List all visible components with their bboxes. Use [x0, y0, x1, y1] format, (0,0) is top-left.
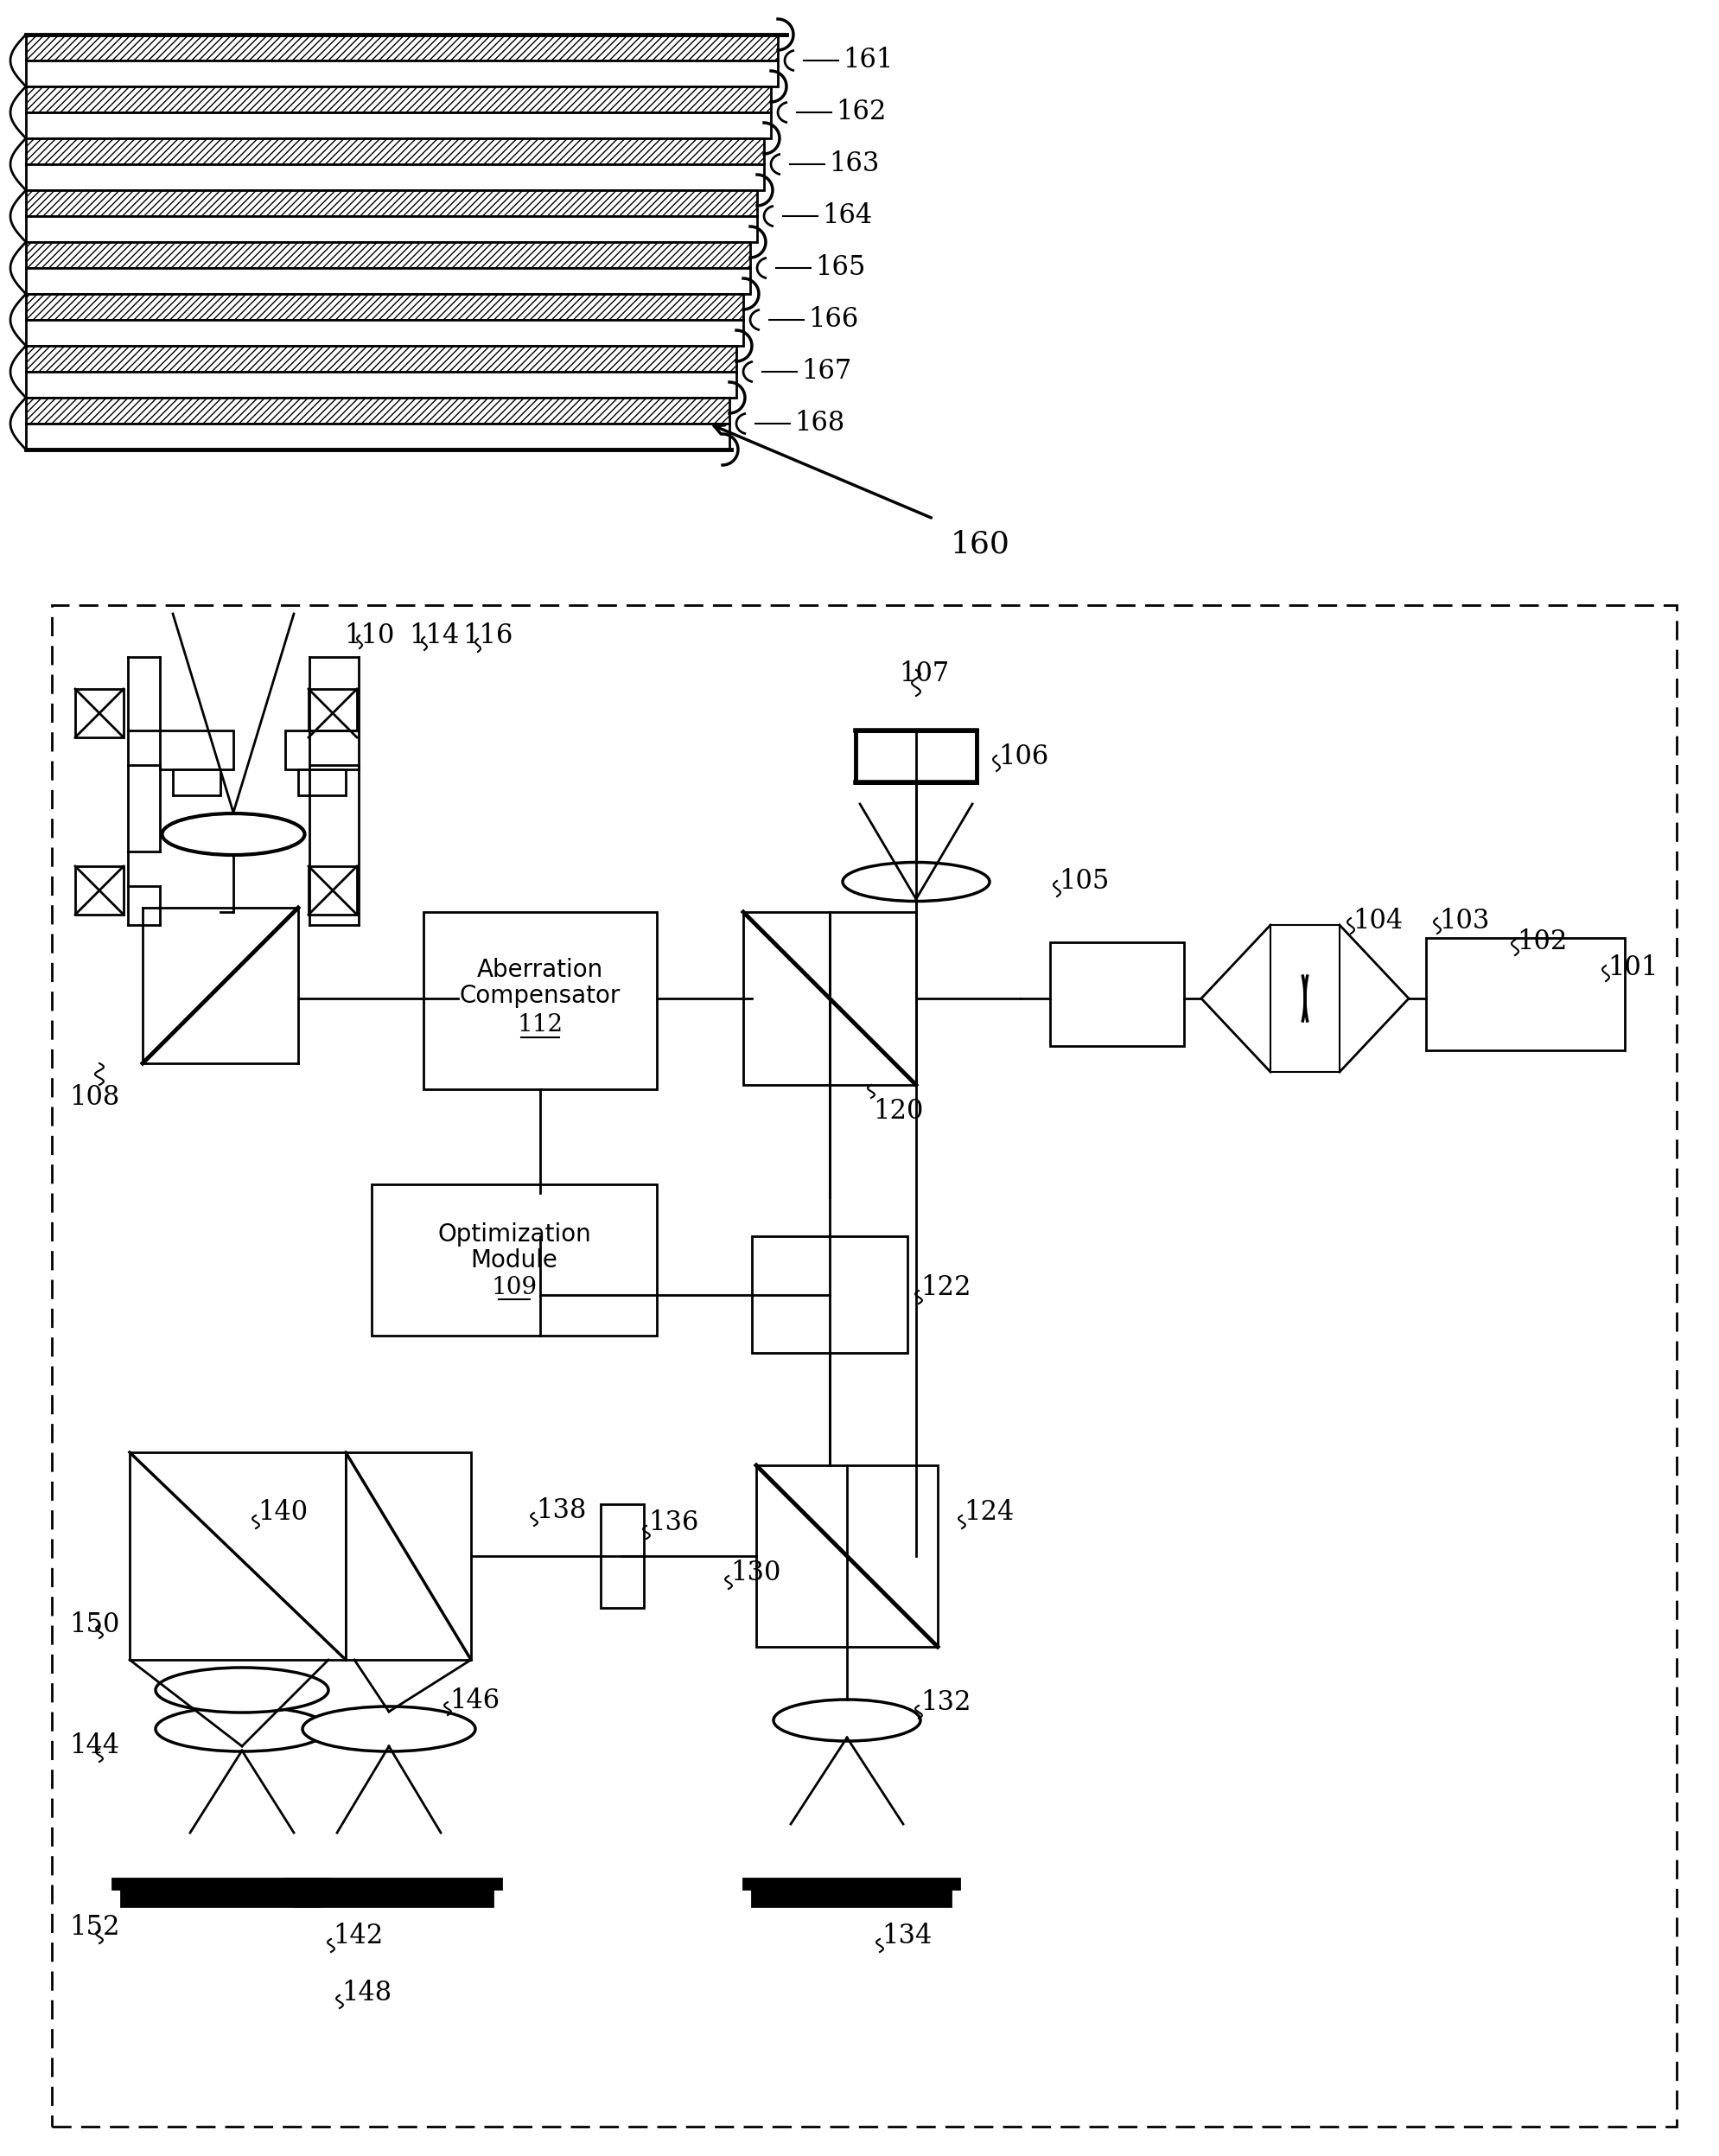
Text: 103: 103 — [1439, 908, 1489, 934]
Text: 105: 105 — [1059, 869, 1109, 895]
Bar — [856, 731, 976, 783]
Text: 106: 106 — [999, 744, 1049, 770]
Text: 160: 160 — [951, 530, 1011, 558]
Text: Compensator: Compensator — [459, 983, 621, 1009]
Ellipse shape — [774, 1699, 920, 1742]
Text: 148: 148 — [342, 1979, 392, 2005]
Polygon shape — [26, 371, 736, 397]
Bar — [1427, 938, 1624, 1050]
Text: 162: 162 — [835, 99, 887, 125]
Polygon shape — [26, 293, 743, 319]
Polygon shape — [26, 190, 756, 216]
Bar — [160, 731, 234, 770]
Bar — [600, 1505, 645, 1608]
Bar — [751, 1891, 951, 1906]
Polygon shape — [26, 216, 756, 241]
Polygon shape — [26, 86, 770, 112]
Text: 167: 167 — [801, 358, 851, 386]
Bar — [112, 1878, 328, 1889]
Polygon shape — [743, 912, 916, 1084]
Bar — [294, 1891, 493, 1906]
Ellipse shape — [155, 1705, 328, 1751]
Text: 114: 114 — [409, 621, 459, 649]
Text: 112: 112 — [517, 1013, 564, 1037]
Bar — [285, 1878, 502, 1889]
Text: 168: 168 — [794, 410, 844, 438]
Polygon shape — [26, 112, 770, 138]
Bar — [308, 867, 358, 914]
Text: 165: 165 — [815, 254, 865, 282]
Text: 122: 122 — [920, 1274, 971, 1302]
Text: 110: 110 — [344, 621, 394, 649]
Text: 138: 138 — [536, 1498, 586, 1524]
Text: 152: 152 — [69, 1915, 120, 1940]
Text: Optimization: Optimization — [437, 1222, 591, 1246]
Bar — [743, 1878, 959, 1889]
Text: 104: 104 — [1353, 908, 1403, 934]
Bar — [76, 867, 124, 914]
Polygon shape — [26, 267, 749, 293]
Bar — [1050, 942, 1184, 1046]
Text: 150: 150 — [69, 1613, 120, 1639]
Polygon shape — [129, 1453, 346, 1660]
Bar — [297, 770, 346, 796]
Bar — [423, 912, 657, 1089]
Ellipse shape — [155, 1667, 328, 1712]
Bar — [308, 690, 358, 737]
Text: 130: 130 — [731, 1561, 780, 1587]
Ellipse shape — [162, 813, 304, 856]
Polygon shape — [26, 397, 729, 423]
Bar — [120, 1891, 320, 1906]
Bar — [76, 690, 124, 737]
Text: 120: 120 — [873, 1097, 923, 1123]
Ellipse shape — [842, 862, 990, 901]
Polygon shape — [26, 34, 777, 60]
Text: Aberration: Aberration — [476, 957, 603, 983]
Polygon shape — [756, 1466, 939, 1647]
Polygon shape — [26, 164, 763, 190]
Text: 166: 166 — [808, 306, 858, 334]
Polygon shape — [26, 138, 763, 164]
Text: 116: 116 — [462, 621, 512, 649]
Bar — [371, 1184, 657, 1335]
Polygon shape — [346, 1453, 471, 1660]
Text: 164: 164 — [822, 203, 872, 229]
Text: 144: 144 — [69, 1733, 119, 1759]
Ellipse shape — [303, 1705, 476, 1751]
Bar — [751, 1235, 908, 1354]
Text: 107: 107 — [899, 662, 949, 688]
Text: 108: 108 — [69, 1084, 120, 1110]
Text: 136: 136 — [648, 1509, 698, 1537]
Text: 161: 161 — [842, 47, 894, 73]
Text: 163: 163 — [829, 151, 880, 177]
Polygon shape — [26, 60, 777, 86]
Bar — [174, 770, 220, 796]
Polygon shape — [26, 345, 736, 371]
Text: 102: 102 — [1516, 929, 1568, 955]
Text: Module: Module — [471, 1248, 559, 1272]
Bar — [285, 731, 359, 770]
Text: 109: 109 — [492, 1276, 536, 1300]
Text: 140: 140 — [258, 1498, 308, 1526]
Polygon shape — [26, 319, 743, 345]
Text: 124: 124 — [964, 1498, 1014, 1526]
Text: 134: 134 — [882, 1923, 932, 1949]
Polygon shape — [26, 241, 749, 267]
Text: 132: 132 — [920, 1690, 971, 1716]
Polygon shape — [26, 423, 729, 451]
Bar — [52, 606, 1676, 2126]
Text: 142: 142 — [333, 1923, 383, 1949]
Text: 101: 101 — [1607, 955, 1657, 981]
Text: 146: 146 — [449, 1688, 500, 1714]
